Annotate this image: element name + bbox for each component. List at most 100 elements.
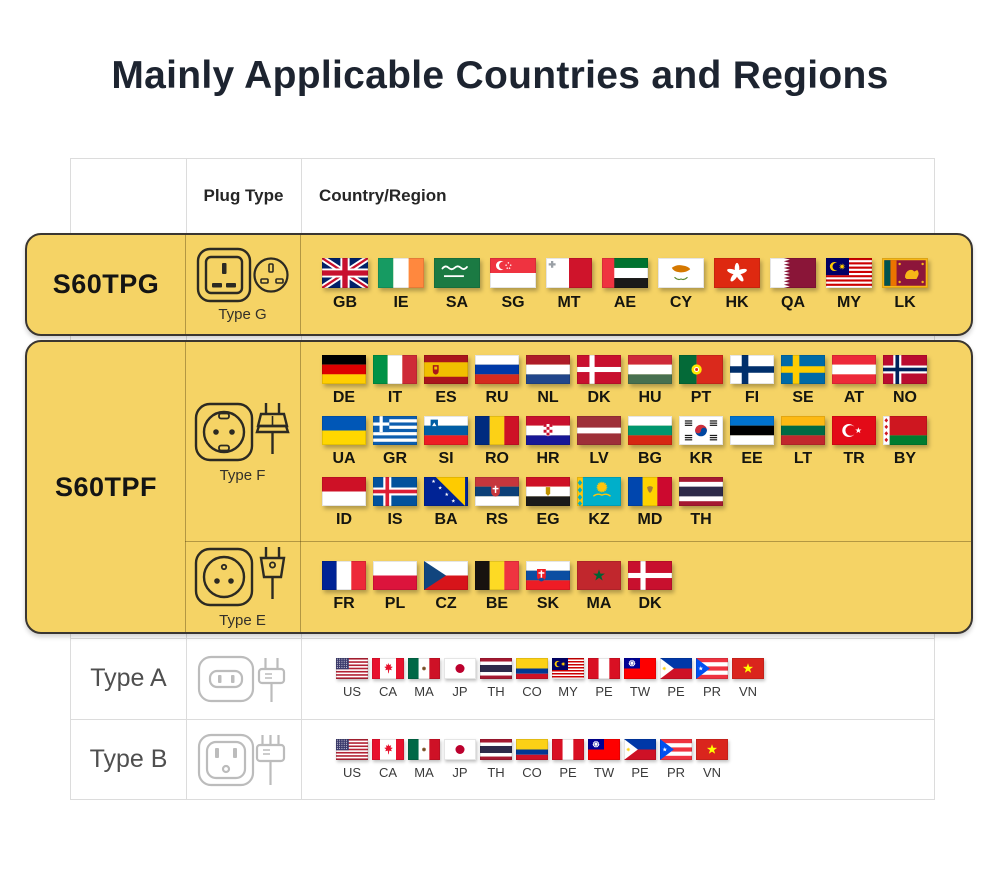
flag-lv-icon — [577, 415, 621, 445]
flag-hk-icon — [714, 257, 760, 288]
flag-label: FI — [744, 388, 760, 406]
flag-item-ma: MA — [408, 658, 440, 699]
flag-item-pe: PE — [588, 658, 620, 699]
flag-de-icon — [322, 354, 366, 384]
flag-label: HR — [536, 449, 560, 467]
flag-be-icon — [475, 560, 519, 590]
flag-label: EE — [741, 449, 763, 467]
flag-item-th: TH — [679, 476, 723, 529]
table-row-divider — [71, 638, 934, 639]
flag-item-lk: LK — [882, 257, 928, 312]
flag-si-icon — [424, 415, 468, 445]
flag-ua-icon — [322, 415, 366, 445]
flag-item-pe: PE — [624, 739, 656, 780]
flag-th-icon — [480, 739, 512, 760]
flags-type-f-row-3: ID IS BA RS EG KZ MD TH — [322, 476, 971, 529]
flag-label: CA — [378, 765, 398, 780]
flag-item-ru: RU — [475, 354, 519, 407]
flag-no-icon — [883, 354, 927, 384]
flag-cz-icon — [424, 560, 468, 590]
flag-jp-icon — [444, 658, 476, 679]
flag-item-bg: BG — [628, 415, 672, 468]
flag-lk-icon — [882, 257, 928, 288]
flag-ba-icon — [424, 476, 468, 506]
flag-item-jp: JP — [444, 658, 476, 699]
flag-label: TW — [593, 765, 615, 780]
flag-item-ba: BA — [424, 476, 468, 529]
block-divider — [185, 342, 186, 632]
flag-pr-icon — [696, 658, 728, 679]
flag-it-icon — [373, 354, 417, 384]
flag-is-icon — [373, 476, 417, 506]
flag-label: GR — [383, 449, 407, 467]
flag-label: PE — [559, 765, 577, 780]
flag-mx-icon — [408, 658, 440, 679]
row-label-type-a: Type A — [90, 664, 167, 692]
flag-label: PE — [667, 684, 685, 699]
flag-label: PT — [690, 388, 712, 406]
plug-type-label: Type E — [219, 612, 266, 629]
flag-label: US — [342, 765, 362, 780]
flag-label: UA — [332, 449, 356, 467]
flag-rs-icon — [475, 476, 519, 506]
flag-dk-icon — [628, 560, 672, 590]
column-header-plug-type: Plug Type — [203, 186, 284, 205]
flag-label: NL — [537, 388, 559, 406]
flag-label: KZ — [588, 510, 610, 528]
flag-label: CA — [378, 684, 398, 699]
flag-item-pr: PR — [660, 739, 692, 780]
flag-item-co: CO — [516, 739, 548, 780]
flag-lt-icon — [781, 415, 825, 445]
flag-fr-icon — [322, 560, 366, 590]
flag-item-pl: PL — [373, 560, 417, 613]
flag-label: PL — [384, 594, 406, 612]
flag-label: PR — [702, 684, 722, 699]
flag-item-be: BE — [475, 560, 519, 613]
flag-label: LK — [894, 293, 916, 311]
flag-tr-icon — [832, 415, 876, 445]
flag-item-ca: CA — [372, 739, 404, 780]
flag-gb-icon — [322, 257, 368, 288]
flag-co-icon — [516, 658, 548, 679]
flag-label: SK — [536, 594, 560, 612]
flag-tw-icon — [588, 739, 620, 760]
row-label-type-b: Type B — [89, 745, 168, 773]
flags-type-g-area: GB IE SA SG MT AE CY HK QA MY LK — [300, 235, 971, 334]
flag-item-id: ID — [322, 476, 366, 529]
flag-md-icon — [628, 476, 672, 506]
flag-th-icon — [480, 658, 512, 679]
flag-label: EG — [536, 510, 560, 528]
table-row-divider — [71, 719, 934, 720]
flag-item-us: US — [336, 739, 368, 780]
flag-nl-icon — [526, 354, 570, 384]
flag-item-us: US — [336, 658, 368, 699]
flags-type-f-row-1: DE IT ES RU NL DK HU PT FI SE AT NO — [322, 354, 971, 407]
flag-item-th: TH — [480, 739, 512, 780]
flag-label: HK — [725, 293, 749, 311]
flag-label: SA — [445, 293, 469, 311]
flag-pl-icon — [373, 560, 417, 590]
flag-item-th: TH — [480, 658, 512, 699]
flag-cy-icon — [658, 257, 704, 288]
flag-label: IS — [387, 510, 403, 528]
flag-item-hk: HK — [714, 257, 760, 312]
block-divider — [300, 342, 301, 632]
flag-item-gb: GB — [322, 257, 368, 312]
flag-item-lv: LV — [577, 415, 621, 468]
flag-ie-icon — [378, 257, 424, 288]
flag-label: MT — [557, 293, 581, 311]
flag-label: LV — [589, 449, 609, 467]
flag-item-tw: TW — [624, 658, 656, 699]
flag-item-pr: PR — [696, 658, 728, 699]
flag-pe-icon — [552, 739, 584, 760]
flag-item-gr: GR — [373, 415, 417, 468]
flag-item-es: ES — [424, 354, 468, 407]
flag-item-se: SE — [781, 354, 825, 407]
flag-label: CZ — [435, 594, 457, 612]
plug-type-label: Type G — [218, 306, 267, 323]
flag-item-tr: TR — [832, 415, 876, 468]
flag-label: ID — [336, 510, 352, 528]
flag-item-qa: QA — [770, 257, 816, 312]
model-label-s60tpf: S60TPF — [54, 471, 158, 502]
